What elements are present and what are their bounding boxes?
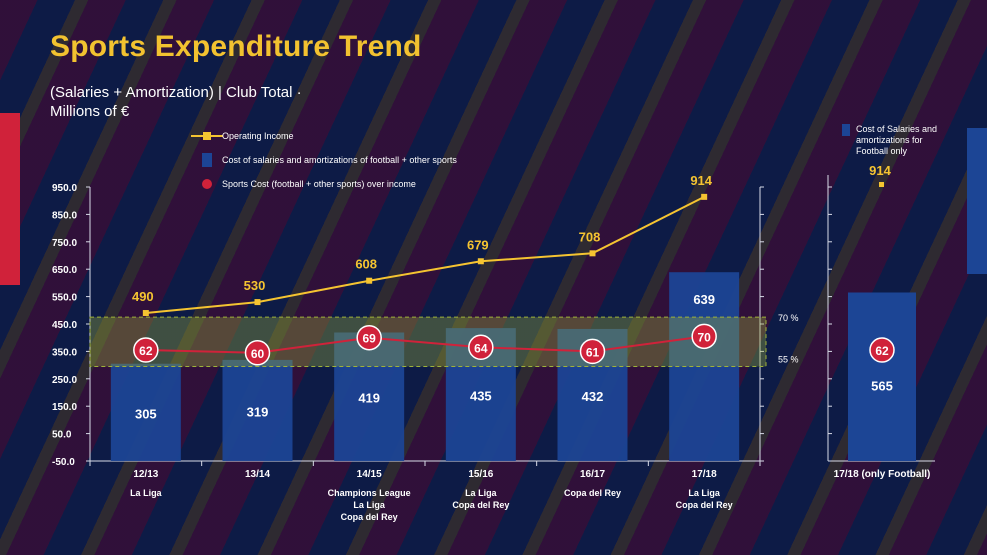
y-tick-label: 550.0 [52, 293, 77, 304]
bar [110, 363, 181, 461]
ratio-label: 62 [139, 344, 153, 358]
y-tick-label: 750.0 [52, 238, 77, 249]
y-tick-label: 950.0 [52, 183, 77, 194]
left-red-accent [0, 113, 20, 285]
income-label: 608 [355, 257, 377, 272]
ratio-line [145, 335, 705, 354]
income-marker [142, 310, 149, 317]
right-blue-accent [967, 128, 987, 274]
x-category-label: 14/15 [357, 469, 382, 480]
side-ratio-marker [869, 337, 895, 363]
y-tick-label: 350.0 [52, 347, 77, 358]
subtitle-line-2: Millions of € [50, 103, 130, 120]
x-category-label: 17/18 [692, 469, 717, 480]
bar-value-label: 432 [582, 389, 604, 404]
y-tick-label: -50.0 [52, 457, 75, 468]
subtitle-line-1: (Salaries + Amortization) | Club Total · [50, 84, 302, 101]
income-marker [477, 258, 484, 265]
ratio-label: 60 [251, 347, 265, 361]
side-legend-label: amortizations for [856, 135, 923, 145]
y-tick-label: 450.0 [52, 320, 77, 331]
legend-square-swatch [203, 132, 211, 140]
side-bar [848, 292, 916, 461]
ratio-marker [468, 334, 494, 361]
income-marker [589, 250, 596, 257]
legend-bar-swatch [202, 153, 212, 167]
income-marker [254, 299, 261, 306]
side-income-label: 914 [869, 163, 891, 178]
category-note: La Liga [688, 488, 720, 498]
y-tick-label: 850.0 [52, 210, 77, 221]
side-category-label: 17/18 (only Football) [834, 469, 931, 480]
ratio-label: 70 [697, 330, 711, 344]
legend-bar-label: Cost of salaries and amortizations of fo… [222, 155, 457, 165]
y-tick-label: 50.0 [52, 430, 72, 441]
y-tick-label: 150.0 [52, 402, 77, 413]
side-income-marker [879, 182, 884, 187]
ratio-marker [133, 337, 159, 363]
x-category-label: 12/13 [133, 469, 158, 480]
x-category-label: 15/16 [468, 469, 493, 480]
ratio-label: 61 [586, 345, 600, 359]
ratio-marker [579, 338, 606, 365]
income-label: 490 [132, 289, 154, 304]
side-ratio-label: 62 [875, 344, 889, 358]
y-tick-label: 250.0 [52, 375, 77, 386]
bar-value-label: 419 [358, 391, 380, 406]
category-note: Copa del Rey [676, 500, 733, 510]
chart-subtitle: (Salaries + Amortization) | Club Total ·… [50, 83, 380, 121]
bar-value-label: 435 [470, 389, 492, 404]
income-label: 708 [579, 229, 601, 244]
category-note: Champions League [328, 488, 411, 498]
legend-dot-swatch [202, 179, 212, 189]
income-label: 679 [467, 237, 489, 252]
chart-title: Sports Expenditure Trend [50, 30, 422, 63]
ratio-marker [691, 323, 717, 350]
ratio-marker [356, 324, 382, 351]
side-bar-value: 565 [871, 378, 893, 393]
bar-value-label: 639 [693, 292, 715, 307]
side-legend-swatch [842, 124, 850, 136]
category-note: La Liga [130, 488, 162, 498]
bar [334, 332, 405, 461]
y-tick-label: 650.0 [52, 265, 77, 276]
band-label-high: 70 % [778, 313, 799, 323]
bar-value-label: 305 [135, 406, 157, 421]
category-note: Copa del Rey [564, 488, 621, 498]
category-note: Copa del Rey [341, 512, 398, 522]
bar [222, 359, 293, 461]
side-legend-label: Football only [856, 146, 908, 156]
ratio-label: 69 [362, 332, 376, 346]
income-line [145, 195, 705, 315]
band-label-low: 55 % [778, 354, 799, 364]
legend-ratio-label: Sports Cost (football + other sports) ov… [222, 179, 416, 189]
income-label: 914 [690, 173, 712, 188]
legend-income-label: Operating Income [222, 131, 294, 141]
bar-value-label: 319 [247, 404, 269, 419]
x-category-label: 13/14 [245, 469, 270, 480]
income-marker [366, 277, 373, 284]
income-label: 530 [244, 278, 266, 293]
category-note: La Liga [465, 488, 497, 498]
x-category-label: 16/17 [580, 469, 605, 480]
ratio-label: 64 [474, 341, 488, 355]
ratio-marker [244, 340, 271, 366]
category-note: La Liga [353, 500, 385, 510]
side-legend-label: Cost of Salaries and [856, 124, 937, 134]
income-marker [701, 193, 708, 200]
category-note: Copa del Rey [452, 500, 509, 510]
